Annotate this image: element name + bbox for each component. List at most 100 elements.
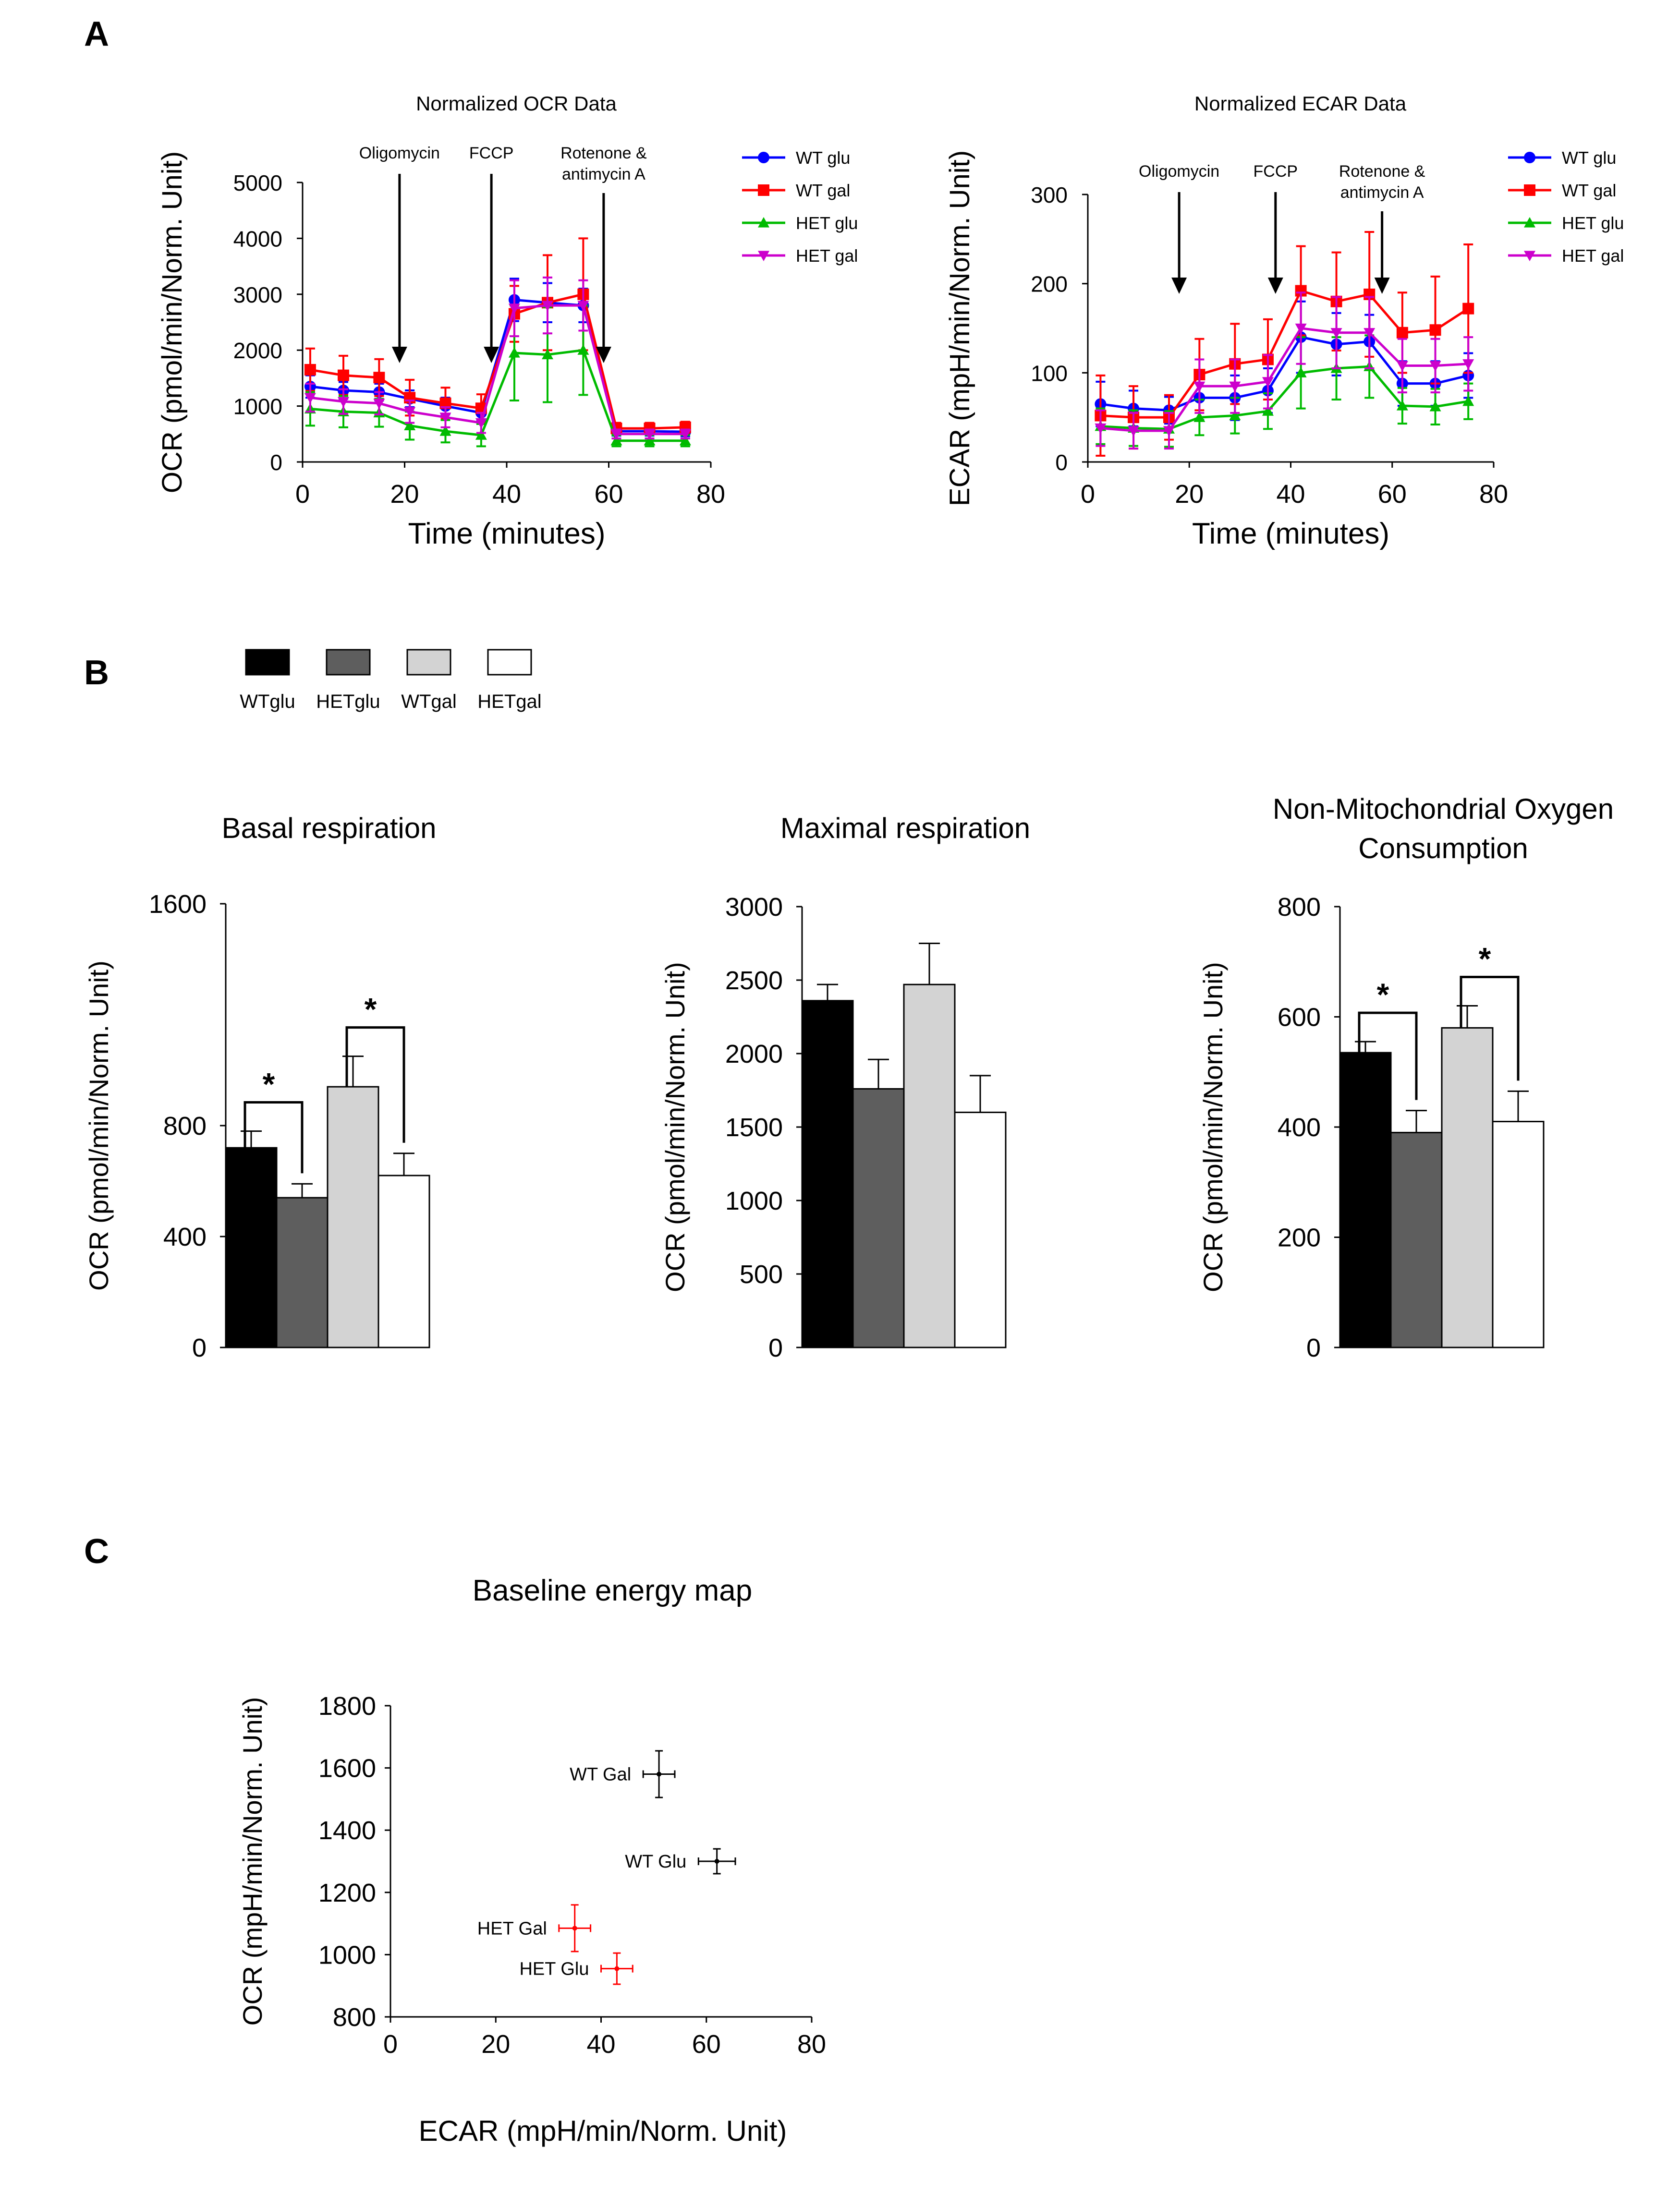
- energy-map-y-tick-label: 1000: [318, 1941, 376, 1969]
- nonmito-y-tick-label: 200: [1278, 1224, 1321, 1252]
- nonmito-significance-star: *: [1479, 941, 1491, 977]
- nonmito-title: Consumption: [1358, 832, 1528, 864]
- nonmito-bar: [1390, 1131, 1443, 1348]
- energy-map-x-tick-label: 40: [586, 2030, 615, 2059]
- ocr_time-data-point: [644, 435, 656, 446]
- ecar_time-chart: Normalized ECAR Data 0 20 40 60 80 0 100 200 300 T…: [944, 92, 1624, 550]
- ecar_time-legend-label: WT gal: [1562, 181, 1616, 200]
- bar-legend-label: HETglu: [316, 691, 380, 712]
- energy-map-point: [714, 1859, 719, 1864]
- ecar_time-legend-marker: [1524, 217, 1535, 228]
- energy-map-point-label: HET Gal: [477, 1918, 547, 1939]
- ecar_time-annotation-label: FCCP: [1254, 162, 1298, 181]
- maximal-y-tick-label: 2500: [725, 966, 783, 995]
- basal-significance-bracket: [345, 1026, 405, 1143]
- ocr_time-data-point: [475, 418, 487, 429]
- energy-map-y-tick-label: 1200: [318, 1879, 376, 1907]
- bar-legend-swatch: [326, 649, 371, 676]
- energy-map-y-tick-label: 1800: [318, 1692, 376, 1721]
- ocr_time-data-point: [644, 429, 656, 440]
- ocr_time-data-point: [439, 425, 451, 436]
- nonmito-chart: Non-Mitochondrial Oxygen Consumption 0 200 4…: [1198, 793, 1614, 1362]
- ecar_time-legend-marker: [1524, 251, 1535, 261]
- panel-label-b: B: [84, 654, 109, 692]
- ecar_time-data-point: [1163, 426, 1175, 437]
- maximal-bar: [801, 1000, 854, 1348]
- ocr_time-x-tick-label: 40: [492, 480, 521, 509]
- ecar_time-data-point: [1396, 327, 1408, 339]
- ocr_time-data-point: [404, 420, 416, 430]
- energy-map-point-label: HET Glu: [519, 1959, 589, 1979]
- ecar_time-data-point: [1363, 328, 1376, 339]
- maximal-y-tick-label: 500: [740, 1260, 783, 1289]
- ecar_time-x-label: Time (minutes): [1192, 517, 1389, 550]
- maximal-y-tick-label: 1000: [725, 1187, 783, 1215]
- ocr_time-legend-label: WT gal: [796, 181, 850, 200]
- ecar_time-annotation-label: Rotenone &: [1339, 162, 1425, 181]
- ocr_time-data-point: [373, 399, 385, 409]
- maximal-title: Maximal respiration: [780, 812, 1030, 844]
- ocr_time-legend-marker: [758, 217, 769, 228]
- ocr_time-x-tick-label: 60: [594, 480, 623, 509]
- ecar_time-data-point: [1396, 400, 1408, 411]
- ecar_time-annotation-arrow-head: [1171, 278, 1187, 294]
- ocr_time-data-point: [304, 393, 316, 404]
- ecar_time-data-point: [1193, 412, 1205, 422]
- ecar_time-series-line: [1100, 327, 1469, 432]
- ecar_time-x-tick-label: 40: [1276, 480, 1305, 509]
- ecar_time-series-line: [1100, 336, 1469, 412]
- ocr_time-data-point: [475, 429, 487, 440]
- ocr_time-data-point: [508, 347, 520, 358]
- maximal-y-tick-label: 2000: [725, 1040, 783, 1068]
- ecar_time-legend-label: WT glu: [1562, 148, 1616, 168]
- ocr_time-data-point: [542, 301, 553, 312]
- ocr_time-y-tick-label: 1000: [233, 394, 282, 419]
- maximal-y-tick-label: 1500: [725, 1113, 783, 1142]
- basal-y-tick-label: 800: [163, 1112, 207, 1140]
- energy-map-point: [572, 1926, 577, 1931]
- ecar_time-x-tick-label: 60: [1378, 480, 1407, 509]
- nonmito-y-tick-label: 400: [1278, 1113, 1321, 1142]
- nonmito-y-tick-label: 0: [1306, 1334, 1321, 1362]
- ecar_time-data-point: [1429, 400, 1441, 412]
- basal-significance-star: *: [365, 992, 377, 1027]
- nonmito-title: Non-Mitochondrial Oxygen: [1273, 793, 1614, 825]
- ocr_time-data-point: [679, 429, 691, 440]
- nonmito-y-label: OCR (pmol/min/Norm. Unit): [1198, 962, 1228, 1292]
- ecar_time-data-point: [1429, 361, 1441, 372]
- ecar_time-y-tick-label: 300: [1031, 182, 1068, 207]
- ocr_time-x-tick-label: 0: [295, 480, 310, 509]
- nonmito-significance-star: *: [1377, 977, 1389, 1012]
- ecar_time-annotation-arrow-head: [1374, 278, 1390, 294]
- ecar_time-data-point: [1295, 323, 1307, 334]
- maximal-y-tick-label: 0: [768, 1334, 783, 1362]
- ocr_time-y-tick-label: 5000: [233, 170, 282, 195]
- ocr_time-y-label: OCR (pmol/min/Norm. Unit): [157, 151, 188, 493]
- ocr_time-y-tick-label: 3000: [233, 282, 282, 307]
- nonmito-bar: [1441, 1027, 1494, 1348]
- basal-y-tick-label: 400: [163, 1223, 207, 1251]
- ecar_time-x-tick-label: 80: [1479, 480, 1508, 509]
- ocr_time-data-point: [508, 303, 520, 314]
- ocr_time-title: Normalized OCR Data: [416, 92, 617, 115]
- basal-title: Basal respiration: [222, 812, 437, 844]
- nonmito-y-tick-label: 600: [1278, 1003, 1321, 1032]
- ecar_time-data-point: [1462, 303, 1474, 315]
- ocr_time-data-point: [404, 407, 416, 418]
- ocr_time-annotation-label: antimycin A: [562, 165, 645, 183]
- energy-map-point-label: WT Gal: [570, 1765, 631, 1785]
- maximal-bar: [852, 1088, 905, 1348]
- ocr_time-y-tick-label: 2000: [233, 338, 282, 363]
- nonmito-bar: [1492, 1121, 1545, 1348]
- ecar_time-data-point: [1330, 328, 1342, 339]
- ecar_time-x-tick-label: 20: [1175, 480, 1204, 509]
- bar-legend-label: WTglu: [240, 691, 295, 712]
- ecar_time-annotation-label: antimycin A: [1340, 183, 1424, 202]
- ocr_time-y-tick-label: 4000: [233, 226, 282, 251]
- ocr_time-annotation-label: Oligomycin: [359, 144, 440, 162]
- ecar_time-data-point: [1229, 381, 1241, 392]
- ocr_time-data-point: [542, 349, 553, 360]
- ecar_time-annotation-label: Oligomycin: [1139, 162, 1219, 181]
